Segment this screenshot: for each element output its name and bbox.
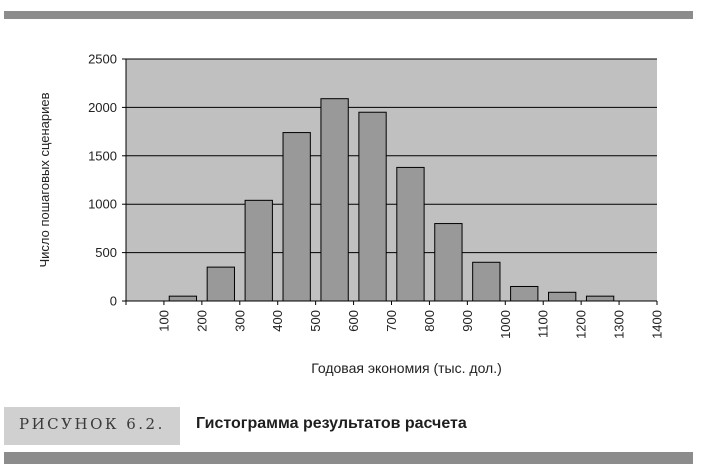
y-axis-title: Число пошаговых сценариев — [37, 92, 52, 267]
x-tick-label-100: 100 — [156, 310, 171, 332]
x-tick-label-700: 700 — [384, 310, 399, 332]
caption-box — [4, 407, 180, 445]
bar-700 — [358, 111, 387, 302]
x-tick-label-500: 500 — [308, 310, 323, 332]
y-tick-label-2000: 2000 — [88, 100, 117, 115]
bar-900 — [434, 223, 463, 302]
bar-1300 — [585, 295, 615, 302]
bar-1100 — [510, 285, 539, 302]
x-tick-label-1300: 1300 — [612, 310, 627, 339]
plot-area — [126, 59, 657, 301]
x-tick-label-400: 400 — [270, 310, 285, 332]
bar-800 — [396, 166, 425, 302]
bar-500 — [282, 132, 311, 302]
bar-1000 — [472, 261, 501, 302]
bar-300 — [206, 266, 235, 302]
bar-400 — [244, 199, 273, 302]
y-tick-label-0: 0 — [110, 294, 117, 309]
x-tick-label-1000: 1000 — [498, 310, 513, 339]
x-tick-label-800: 800 — [422, 310, 437, 332]
x-tick-label-1400: 1400 — [650, 310, 665, 339]
bottom-rule — [4, 452, 693, 464]
bar-600 — [320, 98, 349, 302]
x-tick-label-900: 900 — [460, 310, 475, 332]
x-tick-label-300: 300 — [232, 310, 247, 332]
figure-title: Гистограмма результатов расчета — [196, 415, 467, 432]
x-axis-title: Годовая экономия (тыс. дол.) — [311, 360, 502, 376]
x-tick-label-1200: 1200 — [574, 310, 589, 339]
x-tick-label-1100: 1100 — [536, 310, 551, 338]
y-tick-label-500: 500 — [95, 245, 117, 260]
x-tick-label-600: 600 — [346, 310, 361, 332]
top-rule — [4, 11, 693, 19]
y-tick-label-1500: 1500 — [88, 148, 117, 163]
bar-200 — [168, 295, 198, 302]
figure-label: РИСУНОК 6.2. — [19, 415, 165, 433]
y-tick-label-1000: 1000 — [88, 197, 117, 212]
bar-1200 — [548, 291, 577, 302]
x-tick-label-200: 200 — [194, 310, 209, 332]
y-tick-label-2500: 2500 — [88, 52, 117, 67]
